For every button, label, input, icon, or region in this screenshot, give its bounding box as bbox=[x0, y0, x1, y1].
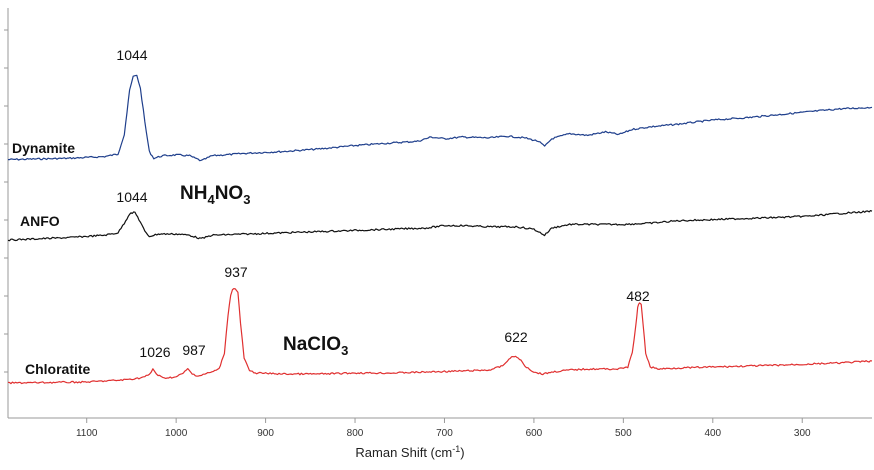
peak-label-chlorite-937: 937 bbox=[224, 264, 248, 280]
series-layer bbox=[7, 74, 873, 385]
peak-label-anfo-1044: 1044 bbox=[116, 189, 147, 205]
series-line-dynamite bbox=[8, 74, 873, 162]
series-label-anfo: ANFO bbox=[20, 213, 60, 229]
series-line-anfo bbox=[7, 210, 873, 242]
x-axis-title: Raman Shift (cm-1) bbox=[355, 444, 464, 460]
x-tick-label-1000: 1000 bbox=[165, 428, 188, 439]
x-tick-label-700: 700 bbox=[436, 428, 453, 439]
series-label-chloratite: Chloratite bbox=[25, 361, 91, 377]
x-tick-label-600: 600 bbox=[526, 428, 543, 439]
x-tick-label-300: 300 bbox=[794, 428, 811, 439]
series-label-dynamite: Dynamite bbox=[12, 140, 75, 156]
x-tick-label-400: 400 bbox=[704, 428, 721, 439]
x-axis-ticks: 1100 1000 900 800 700 600 500 400 300 bbox=[76, 418, 811, 439]
compound-label-naclo3: NaClO3 bbox=[283, 334, 348, 358]
x-tick-label-800: 800 bbox=[347, 428, 364, 439]
peak-label-chlorite-1026: 1026 bbox=[139, 344, 170, 360]
peak-label-dynamite-1044: 1044 bbox=[116, 47, 147, 63]
left-axis bbox=[4, 8, 9, 418]
compound-label-nh4no3: NH4NO3 bbox=[180, 183, 250, 207]
series-line-chlorite bbox=[7, 288, 873, 385]
x-tick-label-500: 500 bbox=[615, 428, 632, 439]
peak-label-chlorite-987: 987 bbox=[182, 342, 206, 358]
x-tick-label-900: 900 bbox=[257, 428, 274, 439]
x-tick-label-1100: 1100 bbox=[76, 428, 98, 439]
peak-label-chlorite-482: 482 bbox=[626, 288, 650, 304]
peak-label-chlorite-622: 622 bbox=[504, 329, 528, 345]
